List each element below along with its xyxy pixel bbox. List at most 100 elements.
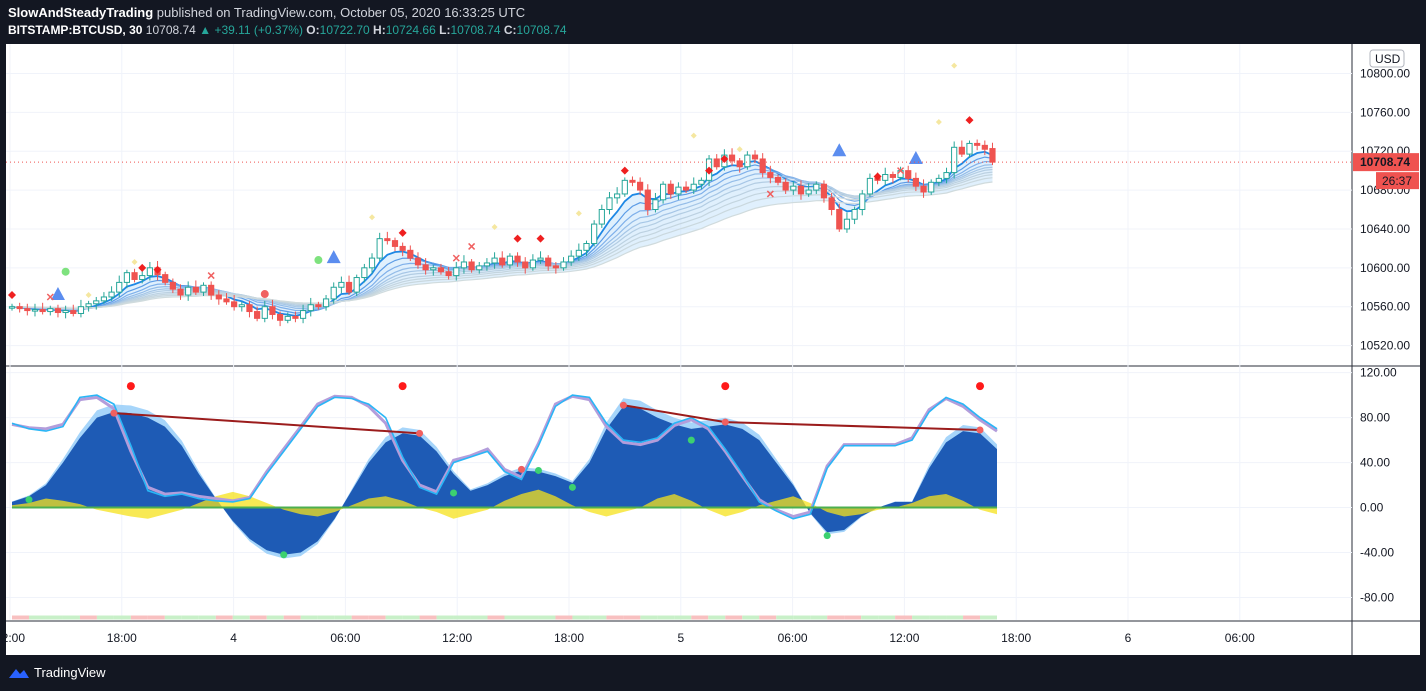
candle-body — [169, 281, 176, 290]
yellow-diamond-marker — [690, 132, 697, 139]
status-strip-segment — [215, 615, 233, 620]
status-strip-segment — [419, 615, 437, 620]
sell-diamond-marker — [8, 291, 16, 300]
candle-body — [16, 306, 23, 310]
candle-body — [951, 146, 958, 174]
status-strip-segment — [45, 615, 63, 620]
candle-body — [575, 249, 582, 257]
status-strip-segment — [470, 615, 488, 620]
open-value: 10722.70 — [319, 23, 370, 37]
status-strip-segment — [351, 615, 369, 620]
currency-box — [1369, 49, 1405, 68]
candle-body — [254, 311, 261, 319]
high-label: H: — [373, 23, 386, 37]
sell-diamond-marker — [720, 154, 729, 163]
status-strip-segment — [283, 615, 301, 620]
tradingview-brand[interactable]: TradingView — [34, 665, 106, 680]
candle-body — [491, 257, 498, 264]
candle-body — [345, 281, 353, 293]
buy-triangle-marker — [908, 150, 923, 164]
yellow-diamond-marker — [575, 210, 582, 217]
status-strip-segment — [776, 615, 794, 620]
yellow-diamond-marker — [85, 292, 92, 299]
osc-top-dot — [721, 382, 730, 391]
candle-body — [751, 154, 759, 160]
price-tick-label: 10760.00 — [1360, 105, 1410, 119]
status-strip-segment — [589, 615, 607, 620]
price-tick-label: 10600.00 — [1360, 261, 1410, 275]
candle-body — [958, 146, 965, 155]
status-strip-segment — [198, 615, 216, 620]
candle-body — [767, 172, 774, 178]
candle-body — [391, 240, 399, 247]
candle-body — [39, 309, 46, 313]
price-tick-label: 10520.00 — [1360, 339, 1410, 353]
circle-marker — [260, 290, 269, 299]
status-strip-segment — [691, 615, 709, 620]
candle-body — [414, 257, 422, 266]
candle-body — [690, 183, 697, 191]
author-name[interactable]: SlowAndSteadyTrading — [8, 5, 154, 20]
status-strip-segment — [266, 615, 284, 620]
buy-triangle-marker — [832, 143, 847, 157]
time-tick-label: 18:00 — [554, 631, 584, 645]
candle-body — [139, 275, 146, 280]
status-strip-segment — [181, 615, 199, 620]
candle-body — [537, 257, 544, 261]
osc-signal-dot — [110, 409, 118, 417]
open-label: O: — [306, 23, 320, 37]
yellow-diamond-marker — [131, 258, 138, 265]
status-strip-segment — [334, 615, 352, 620]
time-tick-label: 4 — [230, 631, 237, 645]
time-tick-label: 12:00 — [6, 631, 25, 645]
candle-body — [545, 257, 552, 267]
status-strip-segment — [147, 615, 165, 620]
status-strip-segment — [980, 615, 997, 620]
candle-body — [131, 272, 138, 280]
candle-body — [713, 158, 720, 168]
status-strip-segment — [538, 615, 556, 620]
status-strip-segment — [895, 615, 913, 620]
circle-marker — [61, 267, 70, 276]
time-tick-label: 6 — [1125, 631, 1132, 645]
status-strip-segment — [317, 615, 335, 620]
candle-body — [637, 181, 644, 191]
status-strip-segment — [436, 615, 454, 620]
candle-body — [522, 261, 529, 269]
candle-body — [445, 271, 452, 277]
candle-body — [598, 209, 605, 225]
candle-body — [514, 255, 521, 263]
candle-body — [246, 304, 253, 313]
candle-body — [200, 284, 207, 293]
candle-body — [851, 209, 858, 220]
price-tick-label: 10640.00 — [1360, 222, 1410, 236]
status-strip-segment — [844, 615, 862, 620]
candle-body — [476, 265, 483, 271]
chart-svg[interactable]: 10800.0010760.0010720.0010680.0010640.00… — [6, 44, 1420, 655]
currency-label[interactable]: USD — [1375, 52, 1401, 66]
cross-marker — [46, 293, 54, 301]
cross-marker — [468, 242, 476, 250]
candle-body — [430, 267, 437, 271]
sell-diamond-marker — [620, 166, 629, 175]
candle-body — [338, 281, 345, 288]
candle-body — [920, 185, 927, 193]
candle-body — [223, 298, 230, 303]
tradingview-logo-icon[interactable] — [8, 666, 30, 680]
yellow-diamond-marker — [935, 119, 942, 126]
chart-area[interactable]: 10800.00 10760.00 10720.00 10680.00 10640.00… — [6, 44, 1420, 655]
sell-diamond-marker — [138, 263, 147, 272]
sell-diamond-marker — [965, 116, 974, 125]
candle-body — [315, 304, 322, 308]
osc-slow-line — [11, 394, 998, 519]
status-strip-segment — [793, 615, 811, 620]
sell-diamond-marker — [153, 265, 162, 274]
status-strip-segment — [368, 615, 386, 620]
status-strip-segment — [232, 615, 250, 620]
status-strip-segment — [385, 615, 403, 620]
yellow-diamond-marker — [951, 62, 958, 69]
ribbon-line — [11, 168, 993, 310]
buy-triangle-marker — [326, 250, 341, 264]
osc-tick-label: -40.00 — [1360, 546, 1394, 560]
candle-body — [93, 300, 100, 305]
